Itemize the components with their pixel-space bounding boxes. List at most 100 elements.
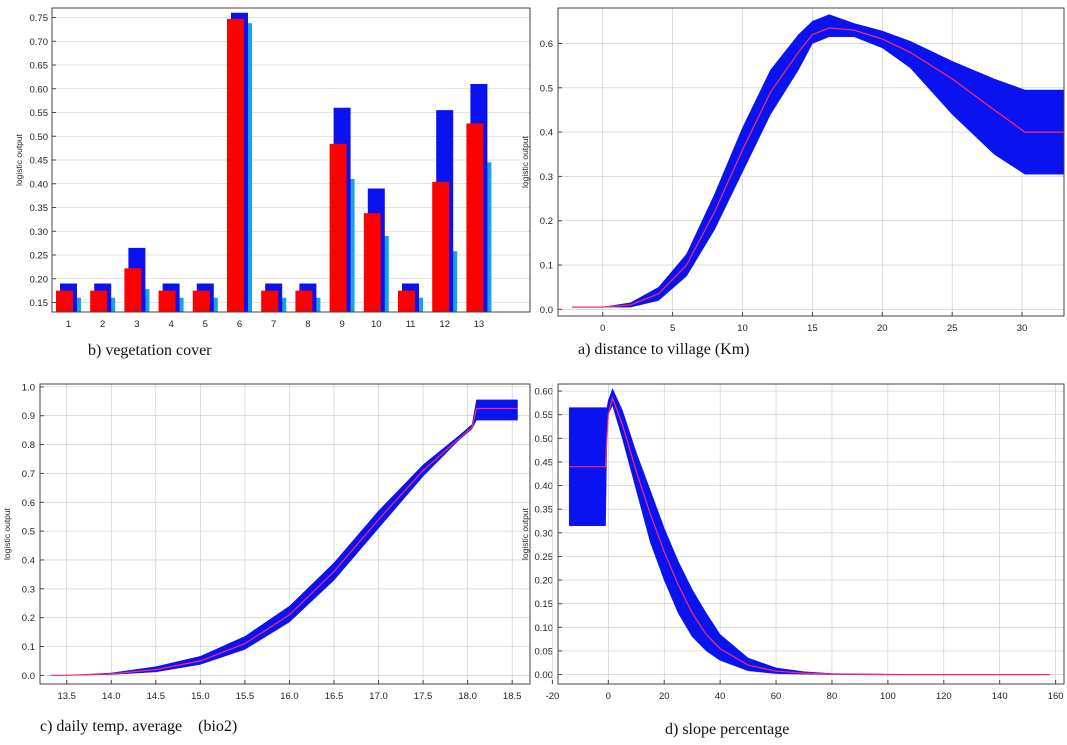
y-tick-label: 0.00 <box>535 670 554 681</box>
x-tick-label: 140 <box>992 691 1008 702</box>
dist-plot-border <box>557 7 1065 317</box>
y-tick-label: 0.65 <box>30 61 49 72</box>
bar-mean-7 <box>261 290 279 312</box>
x-tick-label: 15 <box>807 323 818 334</box>
y-tick-label: 0.45 <box>535 457 554 468</box>
bar-mean-9 <box>329 143 347 312</box>
x-tick-label: 80 <box>827 691 838 702</box>
x-tick-label: 11 <box>406 319 416 330</box>
x-tick-label: 30 <box>1017 323 1028 334</box>
y-axis-label: logistic output <box>520 135 530 188</box>
distance-to-village-chart: 0.0 0.1 0.2 0.3 0.4 0.5 0.6 0 5 10 15 20 25 30 logisti… <box>520 7 1065 334</box>
x-tick-label: 100 <box>880 691 896 702</box>
y-tick-label: 0.4 <box>540 128 553 139</box>
bar-mean-4 <box>158 290 176 312</box>
y-tick-label: 0.60 <box>535 387 554 398</box>
y-tick-label: 0.70 <box>30 37 49 48</box>
bar-mean-1 <box>56 290 73 312</box>
y-tick-label: 0.0 <box>540 305 553 316</box>
y-tick-label: 0.5 <box>540 83 553 94</box>
bar-mean-10 <box>363 213 381 312</box>
y-tick-label: 0.4 <box>22 555 35 566</box>
y-tick-label: 0.55 <box>535 410 554 421</box>
y-tick-label: 0.3 <box>540 172 553 183</box>
bar-mean-11 <box>398 290 415 312</box>
x-tick-label: 13.5 <box>57 691 76 702</box>
caption-vegetation-cover: b) vegetation cover <box>88 342 212 359</box>
y-tick-label: 1.0 <box>22 382 35 393</box>
x-tick-label: 60 <box>771 691 782 702</box>
temp-plot-frame <box>39 383 531 685</box>
y-tick-label: 0.6 <box>22 498 35 509</box>
confidence-band <box>50 399 518 676</box>
y-tick-label: 0.20 <box>30 274 49 285</box>
bar-mean-2 <box>90 290 108 312</box>
y-tick-label: 0.5 <box>22 527 35 538</box>
y-tick-label: 0.6 <box>540 39 553 50</box>
y-tick-label: 0.1 <box>22 642 35 653</box>
veg-plot-border <box>51 7 531 313</box>
y-tick-label: 0.7 <box>22 469 35 480</box>
x-tick-label: 13 <box>474 319 485 330</box>
y-tick-label: 0.2 <box>22 613 35 624</box>
y-tick-label: 0.2 <box>540 216 553 227</box>
x-tick-label: 15.5 <box>236 691 255 702</box>
temp-plot-border <box>39 383 531 685</box>
caption-distance-to-village: a) distance to village (Km) <box>578 341 750 358</box>
mean-response-line <box>569 396 1050 676</box>
y-tick-label: 0.20 <box>535 576 554 587</box>
y-tick-label: 0.30 <box>30 227 49 238</box>
bar-mean-6 <box>227 18 244 313</box>
x-tick-label: 25 <box>947 323 958 334</box>
y-tick-label: 0.1 <box>540 261 553 272</box>
y-tick-label: 0.35 <box>30 203 49 214</box>
vegetation-cover-chart: 0.15 0.20 0.25 0.30 0.35 0.40 0.45 0.50 0.55 0.60… <box>14 7 531 330</box>
x-tick-label: 15.0 <box>191 691 210 702</box>
bar-mean-8 <box>295 290 313 312</box>
y-tick-label: 0.30 <box>535 528 554 539</box>
bar-mean-12 <box>432 181 450 312</box>
y-tick-label: 0.3 <box>22 584 35 595</box>
y-tick-label: 0.55 <box>30 108 49 119</box>
y-axis-label: logistic output <box>14 133 24 186</box>
y-tick-label: 0.8 <box>22 440 35 451</box>
y-tick-label: 0.45 <box>30 156 49 167</box>
y-tick-label: 0.25 <box>30 251 49 262</box>
x-tick-label: 0 <box>600 323 605 334</box>
bar-mean-5 <box>192 290 210 312</box>
mean-response-line <box>50 407 518 676</box>
x-tick-label: 18.0 <box>458 691 477 702</box>
y-tick-label: 0.50 <box>30 132 49 143</box>
x-tick-label: 14.5 <box>147 691 166 702</box>
y-tick-label: 0.40 <box>30 179 49 190</box>
y-tick-label: 0.60 <box>30 84 49 95</box>
y-tick-label: 0.50 <box>535 434 554 445</box>
x-tick-label: 17.0 <box>369 691 388 702</box>
x-tick-label: 2 <box>100 319 105 330</box>
y-tick-label: 0.9 <box>22 411 35 422</box>
dist-plot-frame <box>557 7 1065 317</box>
x-tick-label: 10 <box>371 319 382 330</box>
x-tick-label: 3 <box>134 319 139 330</box>
bar-mean-3 <box>124 268 142 312</box>
x-tick-label: 1 <box>66 319 71 330</box>
y-tick-label: 0.10 <box>535 623 554 634</box>
x-tick-label: -20 <box>546 691 560 702</box>
x-tick-label: 0 <box>606 691 611 702</box>
x-tick-label: 5 <box>203 319 208 330</box>
y-tick-label: 0.75 <box>30 13 49 24</box>
caption-daily-temp-average: c) daily temp. average (bio2) <box>40 718 238 735</box>
x-tick-label: 4 <box>168 319 173 330</box>
x-tick-label: 9 <box>339 319 344 330</box>
y-tick-label: 0.35 <box>535 505 554 516</box>
x-tick-label: 5 <box>670 323 675 334</box>
x-tick-label: 8 <box>305 319 310 330</box>
mean-response-line <box>572 27 1064 308</box>
x-tick-label: 14.0 <box>102 691 121 702</box>
y-tick-label: 0.0 <box>22 671 35 682</box>
x-tick-label: 16.0 <box>280 691 299 702</box>
x-tick-label: 10 <box>737 323 748 334</box>
x-tick-label: 6 <box>237 319 242 330</box>
x-tick-label: 20 <box>877 323 888 334</box>
